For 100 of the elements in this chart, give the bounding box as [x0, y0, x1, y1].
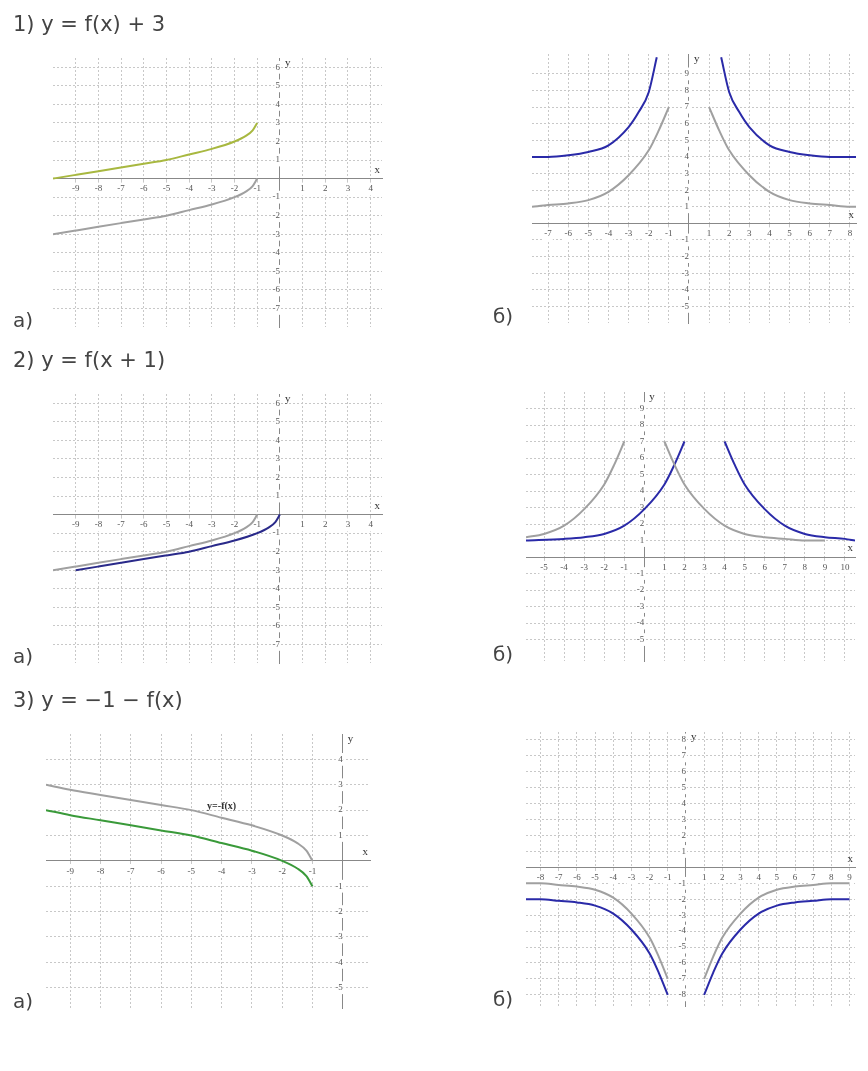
chart-title: 3) y = −1 − f(x): [13, 688, 183, 712]
line-series: [526, 440, 626, 539]
x-tick-label: -7: [117, 519, 126, 530]
line-series: [526, 440, 686, 542]
y-tick-label: -5: [681, 300, 690, 311]
chart-title: 1) y = f(x) + 3: [13, 12, 166, 36]
x-tick-label: -8: [536, 872, 545, 883]
y-tick-label: 7: [681, 750, 687, 761]
y-tick-label: 4: [681, 798, 687, 809]
y-tick-label: 8: [639, 419, 645, 430]
y-tick-label: 6: [684, 118, 690, 129]
x-tick-label: -6: [573, 872, 582, 883]
line-series: [526, 898, 669, 996]
y-tick-label: 2: [275, 135, 280, 146]
y-tick-label: 4: [275, 98, 281, 109]
y-tick-label: 1: [275, 154, 280, 165]
x-tick-label: -3: [627, 872, 636, 883]
x-tick-label: 4: [722, 561, 728, 572]
x-tick-label: -1: [664, 872, 672, 883]
y-tick-label: -1: [272, 191, 280, 202]
line-series: [720, 56, 856, 158]
x-tick-label: -6: [564, 228, 573, 239]
y-axis-title: y: [690, 730, 697, 743]
x-tick-label: -1: [308, 865, 317, 876]
y-tick-label: -3: [681, 267, 690, 278]
x-tick-label: 4: [368, 183, 374, 194]
y-tick-label: -4: [272, 583, 281, 594]
x-tick-label: 7: [782, 561, 788, 572]
y-tick-label: 9: [639, 402, 645, 413]
y-tick-label: -4: [272, 247, 281, 258]
line-series: [532, 56, 658, 158]
x-tick-label: 3: [702, 561, 708, 572]
y-tick-label: -2: [272, 210, 280, 221]
y-tick-label: 3: [338, 779, 344, 790]
y-tick-label: 4: [338, 753, 344, 764]
y-axis-title: y: [347, 732, 354, 745]
x-tick-label: -7: [127, 865, 136, 876]
y-tick-label: 1: [639, 534, 645, 545]
x-tick-label: 5: [742, 561, 748, 572]
y-tick-label: 9: [684, 68, 690, 79]
y-tick-label: 2: [338, 804, 343, 815]
y-tick-label: -7: [272, 302, 281, 313]
x-tick-label: -3: [208, 183, 217, 194]
x-tick-label: -1: [665, 228, 673, 239]
x-tick-label: 4: [756, 872, 762, 883]
line-series: [703, 898, 851, 996]
y-tick-label: 1: [338, 829, 343, 840]
x-tick-label: -5: [591, 872, 600, 883]
y-tick-label: -2: [335, 905, 343, 916]
y-tick-label: 4: [275, 434, 281, 445]
line-series: [53, 513, 259, 572]
x-tick-label: 3: [345, 183, 351, 194]
text: б): [493, 642, 514, 666]
x-tick-label: -8: [96, 865, 105, 876]
x-tick-label: -5: [162, 519, 171, 530]
y-tick-label: 5: [684, 134, 690, 145]
y-tick-label: 5: [681, 782, 687, 793]
y-tick-label: 6: [275, 397, 281, 408]
x-tick-label: 1: [662, 561, 667, 572]
y-axis-title: y: [284, 392, 291, 405]
y-tick-label: -8: [678, 989, 687, 1000]
x-tick-label: 1: [300, 183, 305, 194]
x-tick-label: 6: [792, 872, 798, 883]
y-tick-label: 2: [681, 829, 686, 840]
x-tick-label: -8: [94, 519, 103, 530]
x-tick-label: -4: [185, 519, 194, 530]
x-tick-label: 1: [300, 519, 305, 530]
x-tick-label: -5: [584, 228, 593, 239]
y-tick-label: -1: [335, 880, 343, 891]
x-tick-label: 4: [767, 228, 773, 239]
x-tick-label: -8: [94, 183, 103, 194]
x-tick-label: 7: [810, 872, 816, 883]
chart-title: 2) y = f(x + 1): [13, 348, 166, 372]
y-tick-label: -4: [681, 284, 690, 295]
y-tick-label: -4: [678, 925, 687, 936]
y-tick-label: -1: [272, 527, 280, 538]
x-axis-title: x: [374, 498, 381, 511]
x-tick-label: 1: [706, 228, 712, 239]
line-series: [53, 121, 259, 180]
y-tick-label: 6: [681, 766, 687, 777]
x-tick-label: -9: [71, 519, 80, 530]
line-series: [53, 177, 259, 236]
x-tick-label: 2: [323, 519, 328, 530]
x-tick-label: -4: [560, 561, 569, 572]
x-tick-label: -7: [117, 183, 126, 194]
x-tick-label: -4: [609, 872, 618, 883]
y-tick-label: -5: [272, 601, 281, 612]
x-tick-label: -7: [554, 872, 563, 883]
x-tick-label: 5: [787, 228, 793, 239]
x-tick-label: -3: [208, 519, 217, 530]
y-tick-label: 1: [684, 201, 689, 212]
x-tick-label: -1: [253, 183, 261, 194]
y-tick-label: 5: [639, 468, 645, 479]
y-tick-label: -6: [272, 620, 281, 631]
x-tick-label: -9: [66, 865, 75, 876]
y-tick-label: 3: [684, 167, 690, 178]
line-series: [532, 106, 670, 208]
x-tick-label: 3: [345, 519, 351, 530]
x-tick-label: -5: [540, 561, 549, 572]
line-series: [46, 783, 314, 862]
